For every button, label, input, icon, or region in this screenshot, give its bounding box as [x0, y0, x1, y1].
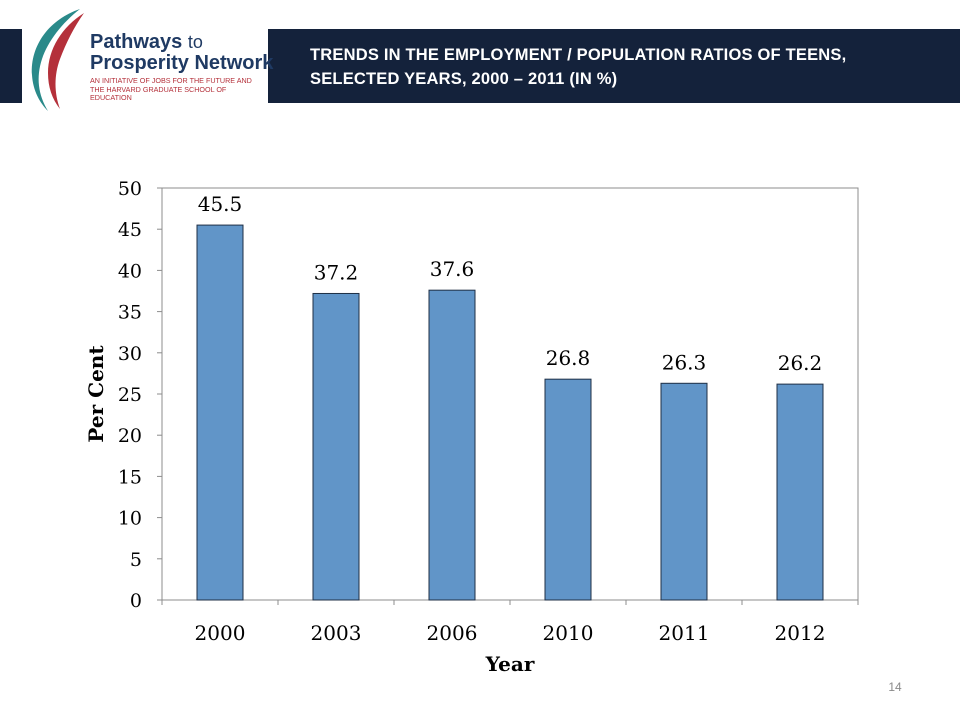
- x-tick-label: 2012: [775, 621, 826, 645]
- data-label: 26.8: [546, 346, 591, 370]
- logo-subtitle: AN INITIATIVE OF JOBS FOR THE FUTURE AND…: [90, 76, 252, 103]
- x-tick-label: 2011: [659, 621, 710, 645]
- logo-line-2: Prosperity Network: [90, 52, 274, 74]
- y-tick-label: 5: [130, 549, 142, 571]
- data-label: 26.3: [662, 350, 707, 374]
- y-tick-label: 35: [118, 302, 142, 324]
- x-tick-label: 2006: [427, 621, 478, 645]
- y-tick-label: 50: [118, 178, 142, 200]
- bar: [196, 224, 244, 601]
- y-tick-label: 0: [130, 590, 142, 612]
- bar: [776, 383, 824, 601]
- y-tick-label: 25: [118, 384, 142, 406]
- y-tick-label: 30: [118, 343, 142, 365]
- y-tick-label: 10: [118, 508, 142, 530]
- logo-line-1: Pathways to: [90, 31, 203, 53]
- data-label: 45.5: [198, 192, 243, 216]
- bar: [312, 292, 360, 601]
- bar: [428, 289, 476, 601]
- data-label: 26.2: [778, 351, 823, 375]
- y-tick-label: 20: [118, 425, 142, 447]
- logo: Pathways to Prosperity Network AN INITIA…: [22, 5, 273, 117]
- x-tick-label: 2000: [195, 621, 246, 645]
- logo-swoosh-icon: [31, 9, 84, 111]
- page-number: 14: [888, 680, 902, 694]
- y-tick-label: 40: [118, 260, 142, 282]
- x-tick-label: 2003: [311, 621, 362, 645]
- bar: [660, 382, 708, 601]
- x-tick-label: 2010: [543, 621, 594, 645]
- slide-title: TRENDS IN THE EMPLOYMENT / POPULATION RA…: [310, 46, 847, 88]
- plot-area: [161, 187, 859, 601]
- y-axis-title: Per Cent: [84, 345, 108, 443]
- data-label: 37.2: [314, 260, 359, 284]
- x-axis-title: Year: [485, 652, 535, 676]
- data-label: 37.6: [430, 257, 475, 281]
- y-tick-label: 15: [118, 466, 142, 488]
- y-tick-label: 45: [118, 219, 142, 241]
- bar: [544, 378, 592, 601]
